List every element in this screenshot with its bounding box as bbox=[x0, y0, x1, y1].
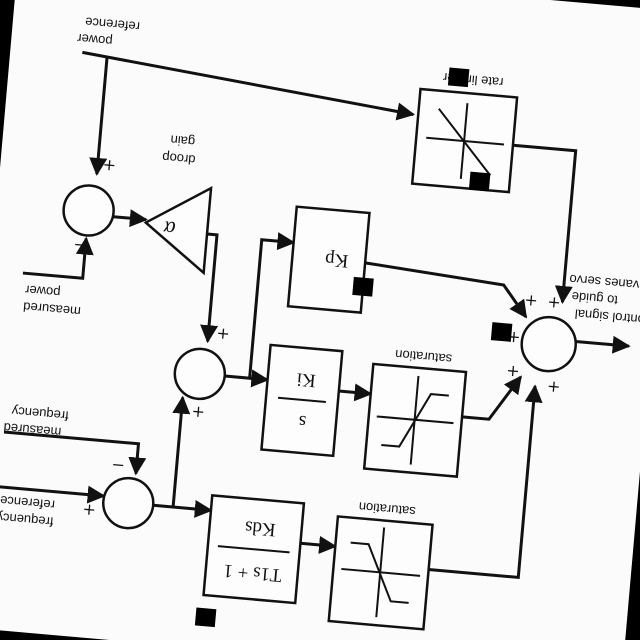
frequency-measured-label-1: frequency bbox=[11, 404, 70, 424]
wire-rate-limiter-to-sum3 bbox=[512, 143, 578, 304]
sign-minus-sum1-bottom: − bbox=[73, 234, 88, 254]
frequency-reference-label-1: reference bbox=[0, 493, 55, 513]
alpha-symbol: α bbox=[162, 216, 176, 242]
wire-measured-power-to-sum1 bbox=[22, 236, 94, 280]
gain-droop-triangle bbox=[143, 185, 213, 276]
integral-fraction-bar bbox=[277, 396, 326, 403]
wire-derivative-to-saturation2 bbox=[300, 535, 338, 554]
wire-freq-reference-to-sum4 bbox=[0, 485, 106, 504]
sign-plus-sum1-top: + bbox=[102, 155, 117, 175]
redaction-mark bbox=[447, 67, 470, 88]
wire-gain-to-sum2 bbox=[200, 232, 219, 344]
saturation-label-1: saturation bbox=[395, 347, 453, 367]
reference-power-label-2: power bbox=[76, 31, 113, 49]
rate-limiter-curve bbox=[426, 103, 505, 179]
kp-label: Kp bbox=[324, 248, 349, 271]
saturation-curve-1 bbox=[376, 375, 454, 465]
pid-summing-junction bbox=[173, 347, 227, 401]
derivative-denominator: Kds bbox=[244, 516, 276, 540]
wire-kp-to-sum3 bbox=[364, 261, 528, 319]
wire-sum3-output bbox=[573, 335, 631, 354]
sign-plus-sum3-top: + bbox=[547, 292, 562, 312]
sign-plus-sum3-kp: + bbox=[524, 290, 539, 310]
output-label-3: control signal bbox=[574, 306, 640, 328]
derivative-numerator: T1s + 1 bbox=[223, 560, 283, 586]
power-summing-junction bbox=[62, 184, 115, 237]
redaction-mark bbox=[490, 322, 513, 342]
wire-sum4-to-sum2 bbox=[171, 395, 191, 508]
output-summing-junction bbox=[520, 315, 577, 373]
redaction-mark bbox=[468, 171, 491, 192]
wire-sum4-to-derivative bbox=[153, 499, 213, 518]
output-label-2: to guide bbox=[571, 289, 618, 308]
wire-freq-measured-to-sum4 bbox=[3, 430, 147, 476]
droop-label: droop bbox=[162, 150, 196, 168]
measured-power-label-1: power bbox=[24, 282, 61, 300]
kp-block bbox=[286, 205, 371, 315]
reference-power-label-1: reference bbox=[84, 15, 140, 35]
wire-saturation2-to-sum3 bbox=[428, 384, 543, 580]
redaction-mark bbox=[194, 607, 217, 628]
sign-plus-sum2-top: + bbox=[216, 323, 231, 343]
wire-saturation1-to-sum3 bbox=[461, 375, 522, 421]
derivative-fraction-bar bbox=[217, 545, 290, 554]
frequency-summing-junction bbox=[102, 476, 155, 530]
signal-wires bbox=[0, 50, 631, 580]
junction-signs: + − + + + + + + + − + bbox=[73, 155, 562, 520]
sign-plus-sum3-bottom: + bbox=[546, 376, 561, 396]
gain-label: gain bbox=[170, 132, 196, 149]
frequency-reference-label-2: frequency bbox=[0, 510, 54, 530]
sign-plus-sum4-left: + bbox=[82, 499, 97, 519]
redaction-mark bbox=[352, 276, 374, 297]
labels: reference power power measured gain droo… bbox=[0, 15, 640, 530]
sign-plus-sum3-lower-left: + bbox=[505, 361, 520, 381]
wire-sum2-to-integral bbox=[224, 369, 270, 388]
wire-sum1-to-gain bbox=[113, 209, 148, 228]
wire-reference-power-to-rate-limiter bbox=[82, 50, 415, 121]
measured-power-label-2: measured bbox=[23, 299, 82, 319]
integral-denominator: Ki bbox=[296, 368, 317, 391]
wire-sum2-to-kp bbox=[248, 232, 296, 379]
frequency-measured-label-2: measured bbox=[3, 420, 62, 440]
redaction-marks bbox=[194, 67, 513, 628]
integral-numerator: s bbox=[298, 411, 307, 433]
saturation-curve-2 bbox=[341, 527, 421, 618]
sign-minus-sum4-top: − bbox=[111, 455, 126, 475]
wire-reference-power-to-sum1 bbox=[89, 57, 109, 176]
sign-plus-sum2-bottom: + bbox=[191, 401, 206, 421]
wire-integral-to-saturation1 bbox=[338, 383, 373, 402]
output-label-1: vanes servo bbox=[569, 272, 640, 293]
saturation-label-2: saturation bbox=[358, 499, 416, 519]
